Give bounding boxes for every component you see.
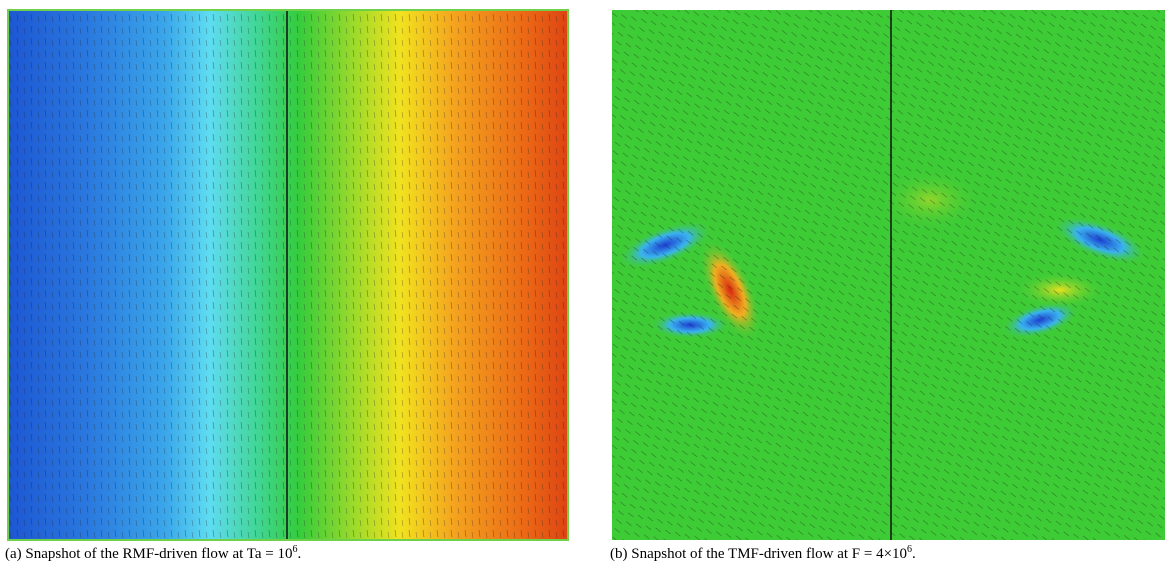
- caption-part: 6: [293, 544, 298, 555]
- caption-part: (b) Snapshot of the TMF-driven flow at F…: [610, 546, 907, 562]
- caption-part: .: [912, 546, 916, 562]
- panel-a: [7, 9, 569, 541]
- caption-b: (b) Snapshot of the TMF-driven flow at F…: [610, 544, 916, 562]
- caption-part: .: [298, 546, 302, 562]
- caption-part: 6: [907, 544, 912, 555]
- caption-a: (a) Snapshot of the RMF-driven flow at T…: [5, 544, 301, 562]
- panel-b: [612, 10, 1165, 540]
- caption-part: (a) Snapshot of the RMF-driven flow at T…: [5, 546, 293, 562]
